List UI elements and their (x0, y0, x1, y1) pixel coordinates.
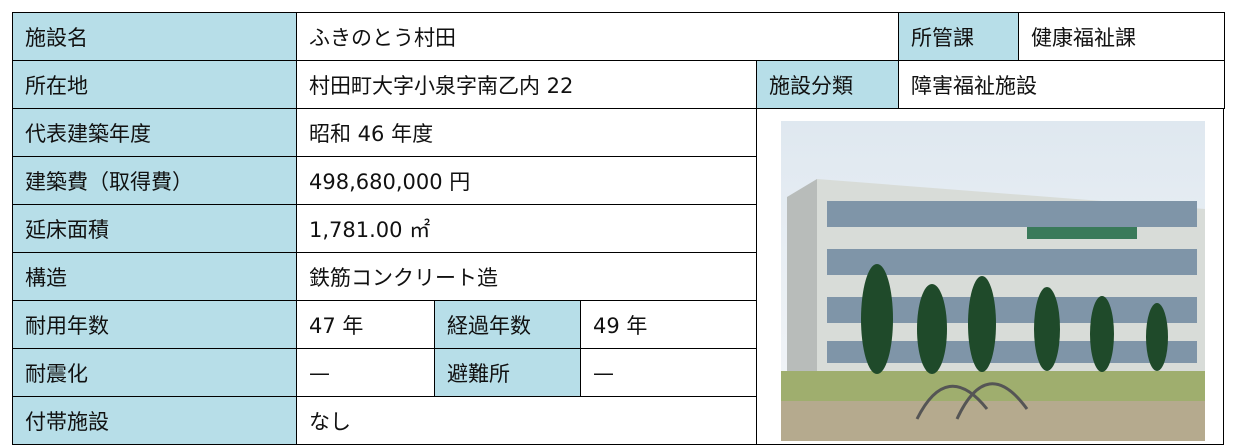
value-cell: 1,781.00 ㎡ (296, 204, 757, 253)
value-cell: 鉄筋コンクリート造 (296, 252, 757, 301)
value-cell: 村田町大字小泉字南乙内 22 (296, 60, 757, 109)
value-cell: なし (296, 396, 757, 445)
value-cell: — (580, 348, 757, 397)
label-cell: 避難所 (434, 348, 581, 397)
label-cell: 施設分類 (756, 60, 899, 109)
value-cell: 健康福祉課 (1018, 12, 1225, 61)
label-cell: 耐用年数 (12, 300, 297, 349)
label-cell: 延床面積 (12, 204, 297, 253)
value-cell: 障害福祉施設 (898, 60, 1225, 109)
label-cell: 所在地 (12, 60, 297, 109)
value-cell: ふきのとう村田 (296, 12, 899, 61)
value-cell: 49 年 (580, 300, 757, 349)
label-cell: 耐震化 (12, 348, 297, 397)
facility-photo (781, 121, 1205, 441)
label-cell: 付帯施設 (12, 396, 297, 445)
label-cell: 構造 (12, 252, 297, 301)
label-cell: 建築費（取得費） (12, 156, 297, 205)
value-cell: — (296, 348, 435, 397)
label-cell: 代表建築年度 (12, 108, 297, 157)
value-cell: 498,680,000 円 (296, 156, 757, 205)
value-cell: 昭和 46 年度 (296, 108, 757, 157)
label-cell: 経過年数 (434, 300, 581, 349)
photo-cell (756, 108, 1224, 445)
label-cell: 施設名 (12, 12, 297, 61)
value-cell: 47 年 (296, 300, 435, 349)
label-cell: 所管課 (898, 12, 1019, 61)
